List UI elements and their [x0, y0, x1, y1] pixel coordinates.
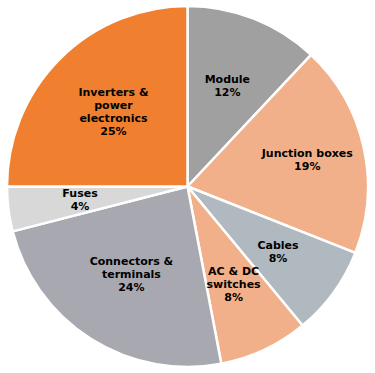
- slice-label: AC & DCswitches8%: [207, 265, 262, 304]
- slice-label-line: Inverters &: [78, 86, 149, 99]
- slice-label-line: 4%: [71, 200, 90, 213]
- slice-label: Junction boxes19%: [261, 147, 354, 173]
- slice-label: Fuses4%: [62, 187, 98, 213]
- slice-label-line: Cables: [257, 239, 299, 252]
- pie-chart: Module12%Junction boxes19%Cables8%AC & D…: [0, 0, 375, 373]
- chart-container: Module12%Junction boxes19%Cables8%AC & D…: [0, 0, 375, 373]
- slice-label: Connectors &terminals24%: [90, 255, 174, 294]
- slice-label-line: 12%: [214, 86, 240, 99]
- pie-slice: [7, 187, 188, 232]
- slice-label-line: 25%: [100, 125, 126, 138]
- slice-label: Cables8%: [257, 239, 299, 265]
- slice-label-line: 8%: [269, 252, 288, 265]
- slice-label-line: switches: [207, 278, 262, 291]
- slice-label-line: terminals: [102, 268, 161, 281]
- slice-label-line: 19%: [294, 160, 320, 173]
- slice-label-line: electronics: [79, 112, 148, 125]
- pie-slice: [7, 6, 188, 187]
- slices: [7, 6, 368, 367]
- slice-label-line: 8%: [224, 291, 243, 304]
- slice-label-line: Module: [205, 73, 250, 86]
- slice-label-line: Fuses: [62, 187, 98, 200]
- slice-label-line: Junction boxes: [261, 147, 354, 160]
- slice-label-line: Connectors &: [90, 255, 174, 268]
- labels: Module12%Junction boxes19%Cables8%AC & D…: [62, 73, 353, 304]
- slice-label: Inverters &powerelectronics25%: [78, 86, 149, 138]
- slice-label: Module12%: [205, 73, 250, 99]
- slice-label-line: 24%: [118, 281, 144, 294]
- slice-label-line: AC & DC: [208, 265, 259, 278]
- slice-label-line: power: [94, 99, 133, 112]
